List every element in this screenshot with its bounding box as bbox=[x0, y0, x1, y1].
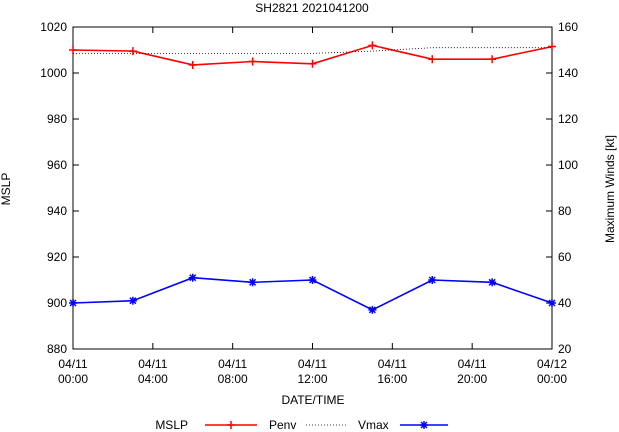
right-tick-label: 140 bbox=[558, 66, 578, 80]
x-tick-label-date: 04/11 bbox=[218, 357, 247, 371]
x-tick-label-time: 00:00 bbox=[58, 372, 88, 386]
plot-border bbox=[72, 26, 553, 350]
data-point bbox=[488, 278, 497, 287]
legend-marker bbox=[227, 421, 235, 429]
y-axis-label-right: Maximum Winds [kt] bbox=[603, 135, 617, 243]
x-tick-label-time: 00:00 bbox=[537, 372, 567, 386]
series-vmax bbox=[69, 273, 556, 314]
x-tick-label-time: 16:00 bbox=[377, 372, 407, 386]
right-tick-label: 120 bbox=[558, 112, 578, 126]
x-tick-label-time: 12:00 bbox=[297, 372, 327, 386]
data-point bbox=[128, 296, 137, 305]
left-axis: 880 900 920 940 960 980 1000 1020 bbox=[40, 20, 79, 356]
data-point bbox=[308, 276, 317, 284]
chart-title: SH2821 2021041200 bbox=[255, 1, 369, 15]
data-point bbox=[368, 305, 377, 314]
right-axis: 20 40 60 80 100 120 140 160 bbox=[546, 20, 578, 356]
x-tick-label-time: 04:00 bbox=[138, 372, 168, 386]
legend-item-vmax: Vmax bbox=[358, 418, 448, 432]
legend-label: MSLP bbox=[155, 418, 188, 432]
data-point bbox=[188, 273, 197, 282]
left-tick-label: 880 bbox=[47, 342, 67, 356]
data-point bbox=[548, 42, 556, 51]
right-tick-label: 160 bbox=[558, 20, 578, 34]
left-tick-label: 900 bbox=[47, 296, 67, 310]
legend-label: Penv bbox=[269, 418, 296, 432]
data-point bbox=[368, 41, 377, 50]
right-tick-label: 100 bbox=[558, 158, 578, 172]
legend-item-penv: Penv bbox=[205, 418, 296, 432]
data-point bbox=[69, 299, 77, 307]
data-point bbox=[308, 59, 317, 68]
data-point bbox=[188, 60, 197, 69]
x-tick-label-date: 04/11 bbox=[138, 357, 167, 371]
legend-label: Vmax bbox=[358, 418, 389, 432]
right-tick-label: 20 bbox=[558, 342, 572, 356]
left-tick-label: 920 bbox=[47, 250, 67, 264]
x-axis-label: DATE/TIME bbox=[281, 393, 344, 407]
data-point bbox=[248, 57, 257, 66]
x-tick-label-date: 04/11 bbox=[378, 357, 407, 371]
data-point bbox=[248, 278, 257, 287]
left-tick-label: 1000 bbox=[40, 66, 67, 80]
x-tick-label-date: 04/11 bbox=[58, 357, 87, 371]
series-dotted-2 bbox=[73, 47, 552, 54]
data-point bbox=[548, 299, 556, 307]
data-point bbox=[488, 55, 497, 64]
data-point bbox=[69, 46, 77, 54]
series-layer bbox=[69, 41, 556, 314]
series-penv bbox=[69, 41, 556, 69]
x-tick-label-time: 20:00 bbox=[457, 372, 487, 386]
y-axis-label-left: MSLP bbox=[0, 173, 13, 206]
left-tick-label: 1020 bbox=[40, 20, 67, 34]
left-tick-label: 960 bbox=[47, 158, 67, 172]
right-tick-label: 60 bbox=[558, 250, 572, 264]
x-tick-label-date: 04/11 bbox=[298, 357, 327, 371]
legend-marker bbox=[420, 421, 428, 429]
x-axis: 04/1100:0004/1104:0004/1108:0004/1112:00… bbox=[58, 27, 567, 386]
data-point bbox=[428, 276, 437, 284]
right-tick-label: 80 bbox=[558, 204, 572, 218]
left-tick-label: 980 bbox=[47, 112, 67, 126]
left-tick-label: 940 bbox=[47, 204, 67, 218]
series-line bbox=[73, 47, 552, 54]
x-tick-label-date: 04/12 bbox=[537, 357, 567, 371]
legend: MSLP Penv Vmax bbox=[155, 418, 448, 432]
data-point bbox=[128, 47, 137, 56]
data-point bbox=[428, 55, 437, 64]
plot-frame bbox=[72, 26, 553, 350]
right-tick-label: 40 bbox=[558, 296, 572, 310]
x-tick-label-time: 08:00 bbox=[218, 372, 248, 386]
x-tick-label-date: 04/11 bbox=[458, 357, 487, 371]
